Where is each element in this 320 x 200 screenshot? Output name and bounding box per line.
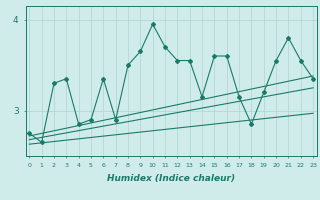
X-axis label: Humidex (Indice chaleur): Humidex (Indice chaleur) <box>107 174 235 183</box>
